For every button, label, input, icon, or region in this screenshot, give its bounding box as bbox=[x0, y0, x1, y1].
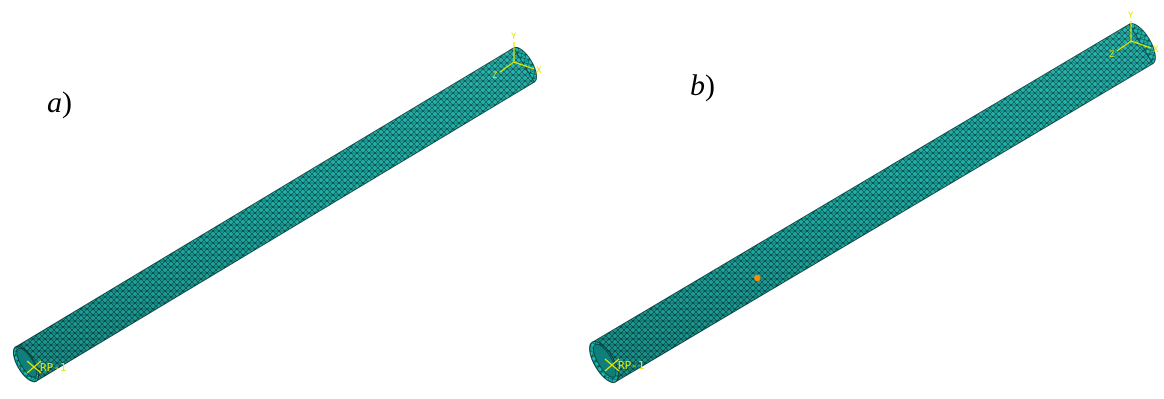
load-point-marker bbox=[754, 274, 761, 282]
reference-point-label: RP-1 bbox=[40, 361, 67, 374]
reference-point-icon bbox=[604, 358, 620, 372]
y-axis-label: Y bbox=[1128, 11, 1134, 21]
panel-a-tube: RP-1 Y X Z bbox=[12, 32, 542, 383]
panel-a-label: a) bbox=[47, 88, 72, 118]
tube-inner-hollow bbox=[16, 347, 38, 378]
tube-body-shading bbox=[592, 24, 1153, 382]
tube-body-shading bbox=[15, 47, 535, 382]
panel-b-letter: b bbox=[690, 69, 705, 102]
tube-inner-hollow bbox=[593, 343, 617, 378]
z-axis-icon bbox=[499, 61, 515, 73]
reference-point-label: RP-1 bbox=[618, 359, 645, 372]
panel-a-letter: a bbox=[47, 86, 62, 119]
panel-b-paren: ) bbox=[705, 69, 715, 102]
y-axis-label: Y bbox=[511, 32, 517, 42]
reference-point-icon bbox=[26, 360, 42, 374]
panel-a-paren: ) bbox=[62, 86, 72, 119]
x-axis-label: X bbox=[536, 66, 542, 76]
x-axis-icon bbox=[1130, 40, 1152, 49]
panel-b-tube: RP-1 Y X Z bbox=[589, 11, 1159, 383]
z-axis-label: Z bbox=[492, 71, 498, 81]
x-axis-label: X bbox=[1153, 45, 1159, 55]
x-axis-icon bbox=[513, 61, 535, 70]
z-axis-icon bbox=[1116, 40, 1132, 52]
z-axis-label: Z bbox=[1109, 50, 1115, 60]
panel-b-label: b) bbox=[690, 71, 715, 101]
